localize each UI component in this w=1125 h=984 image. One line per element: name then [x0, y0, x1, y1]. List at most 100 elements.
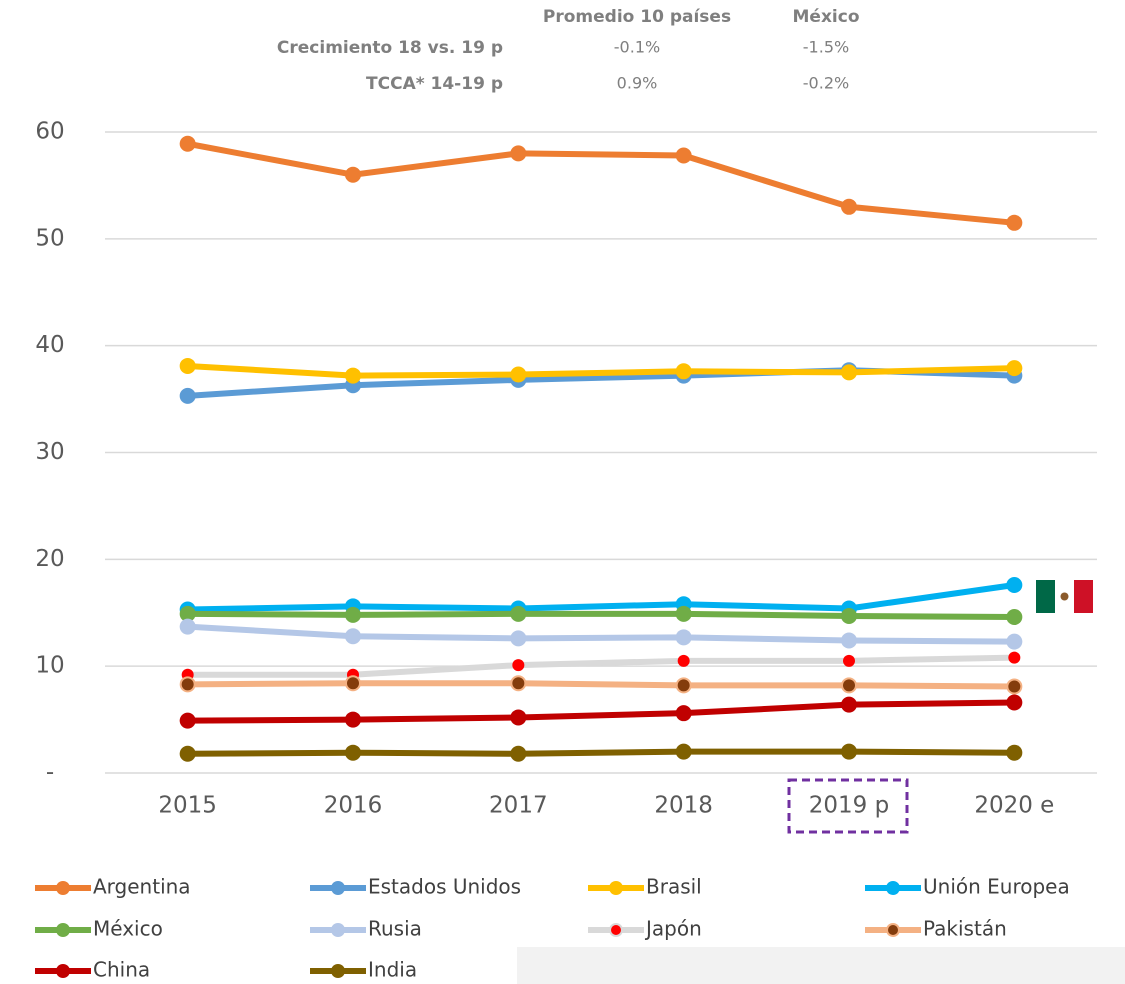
- legend-marker: [886, 923, 900, 937]
- marker: [1006, 678, 1023, 695]
- marker: [1006, 609, 1023, 626]
- marker: [843, 654, 855, 667]
- highlight-box: [787, 778, 909, 834]
- marker: [345, 744, 361, 761]
- marker: [675, 147, 692, 164]
- marker: [841, 198, 857, 215]
- marker: [1006, 744, 1023, 761]
- legend-marker: [56, 964, 70, 978]
- marker: [179, 618, 196, 635]
- marker: [179, 676, 196, 693]
- series-line: [187, 699, 1015, 724]
- marker: [677, 654, 690, 667]
- x-tick-label: 2018: [654, 793, 713, 819]
- marker: [345, 675, 361, 692]
- marker: [675, 605, 692, 622]
- marker: [179, 387, 196, 404]
- series-line: [187, 654, 1015, 678]
- table-value: -0.2%: [803, 74, 849, 93]
- marker: [841, 743, 857, 760]
- series-line: [187, 680, 1015, 690]
- marker: [675, 743, 692, 760]
- x-tick-label: 2020 e: [974, 793, 1054, 819]
- legend-marker: [331, 881, 345, 895]
- legend-label: Argentina: [93, 875, 191, 899]
- table-row-label: Crecimiento 18 vs. 19 p: [277, 38, 503, 58]
- marker: [841, 677, 857, 694]
- marker: [675, 705, 692, 722]
- y-tick-label: 20: [35, 546, 64, 572]
- marker: [1006, 633, 1023, 650]
- marker: [1008, 651, 1021, 664]
- marker: [345, 166, 361, 183]
- table-header: Promedio 10 países: [543, 7, 731, 27]
- legend-label: Pakistán: [923, 917, 1007, 941]
- marker: [510, 145, 527, 162]
- legend-marker: [56, 881, 70, 895]
- table-value: -1.5%: [803, 38, 849, 57]
- footer-box: [517, 947, 1125, 984]
- legend-label: China: [93, 958, 150, 982]
- marker: [510, 709, 527, 726]
- legend-marker: [886, 881, 900, 895]
- legend-label: Unión Europea: [923, 875, 1070, 899]
- marker: [1006, 694, 1023, 711]
- marker: [510, 366, 527, 383]
- legend-label: Brasil: [646, 875, 702, 899]
- marker: [179, 605, 196, 622]
- y-tick-label: 60: [35, 119, 64, 145]
- x-tick-label: 2016: [324, 793, 383, 819]
- series-line: [187, 140, 1015, 226]
- legend-label: Rusia: [368, 917, 422, 941]
- marker: [510, 605, 527, 622]
- marker: [675, 629, 692, 646]
- marker: [345, 711, 361, 728]
- marker: [841, 632, 857, 649]
- legend-label: India: [368, 958, 417, 982]
- x-tick-label: 2017: [489, 793, 548, 819]
- y-tick-label: 30: [35, 439, 64, 465]
- legend-marker: [56, 923, 70, 937]
- series-line: [187, 748, 1015, 757]
- marker: [841, 607, 857, 624]
- legend-label: Estados Unidos: [368, 875, 521, 899]
- marker: [1006, 360, 1023, 377]
- table-header: México: [793, 7, 860, 27]
- legend-label: México: [93, 917, 163, 941]
- marker: [345, 628, 361, 645]
- y-tick-label: -: [46, 760, 54, 786]
- series-line: [187, 362, 1015, 379]
- marker: [179, 135, 196, 152]
- marker: [512, 659, 525, 672]
- legend-marker: [609, 881, 623, 895]
- legend-marker: [331, 964, 345, 978]
- marker: [841, 364, 857, 381]
- marker: [841, 696, 857, 713]
- x-tick-label: 2015: [158, 793, 217, 819]
- mexico-flag: [1036, 580, 1093, 613]
- marker: [179, 745, 196, 762]
- y-tick-label: 50: [35, 225, 64, 251]
- table-row-label: TCCA* 14-19 p: [366, 74, 503, 94]
- table-value: -0.1%: [614, 38, 660, 57]
- marker: [1006, 576, 1023, 593]
- x-tick-label: 2019 p: [809, 793, 889, 819]
- y-tick-label: 10: [35, 653, 64, 679]
- marker: [345, 367, 361, 384]
- legend-marker: [331, 923, 345, 937]
- marker: [675, 677, 692, 694]
- series-line: [187, 582, 1015, 613]
- marker: [1006, 214, 1023, 231]
- marker: [510, 745, 527, 762]
- marker: [510, 675, 527, 692]
- table-value: 0.9%: [617, 74, 658, 93]
- legend-label: Japón: [644, 917, 702, 941]
- y-tick-label: 40: [35, 332, 64, 358]
- legend-marker: [609, 923, 623, 937]
- marker: [179, 357, 196, 374]
- marker: [675, 363, 692, 380]
- marker: [179, 712, 196, 729]
- series-line: [187, 610, 1015, 621]
- marker: [345, 606, 361, 623]
